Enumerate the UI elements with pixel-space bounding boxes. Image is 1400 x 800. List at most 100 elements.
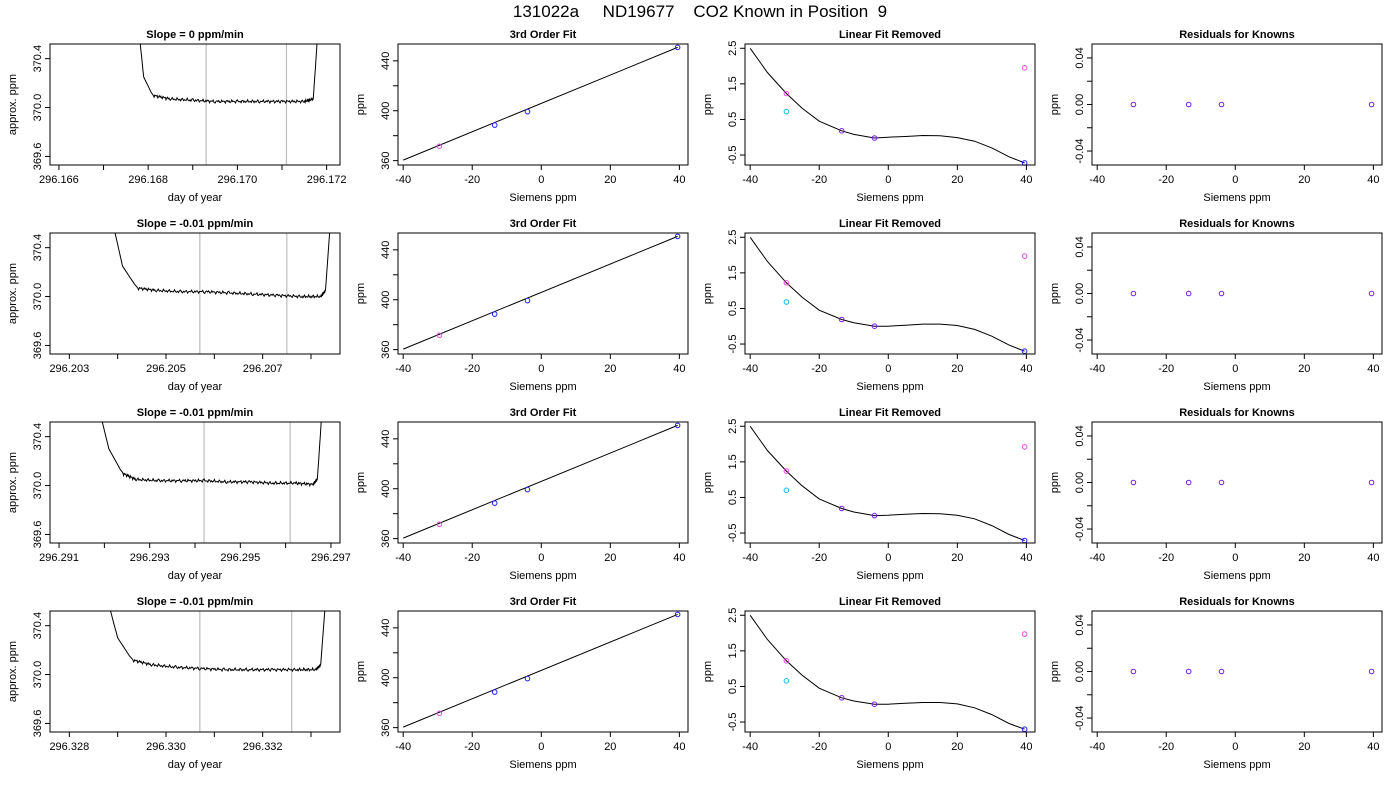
panel-title: 3rd Order Fit bbox=[510, 407, 577, 419]
x-axis-label: Siemens ppm bbox=[509, 759, 576, 771]
x-tick-label: 40 bbox=[1367, 174, 1379, 186]
fit-curve bbox=[749, 237, 1025, 352]
y-tick-label: 440 bbox=[380, 52, 392, 70]
x-tick-label: 40 bbox=[1020, 363, 1032, 375]
x-axis-label: Siemens ppm bbox=[856, 759, 923, 771]
y-tick-label: 0.5 bbox=[727, 490, 739, 505]
x-tick-label: -40 bbox=[1089, 174, 1105, 186]
panel-title: Residuals for Knowns bbox=[1179, 407, 1295, 419]
x-tick-label: 0 bbox=[1232, 363, 1238, 375]
y-tick-label: 400 bbox=[380, 291, 392, 309]
panel-r1-c3: Linear Fit Removed -40 -20 0 20 40 -0.5 0.5 1.5 2… bbox=[702, 29, 1036, 204]
data-point bbox=[1185, 479, 1192, 486]
x-axis-label: Siemens ppm bbox=[1203, 759, 1270, 771]
data-point bbox=[491, 500, 498, 506]
x-tick-label: -20 bbox=[1158, 363, 1174, 375]
x-tick-label: -20 bbox=[811, 552, 827, 564]
x-tick-label: -20 bbox=[811, 741, 827, 753]
panel-r1-c2: 3rd Order Fit -40 -20 0 20 40 360 400 440 Siemens… bbox=[355, 29, 689, 204]
y-tick-label: 440 bbox=[380, 619, 392, 637]
panel-title: Residuals for Knowns bbox=[1179, 596, 1295, 608]
x-axis-label: day of year bbox=[168, 381, 223, 393]
y-tick-label: -0.5 bbox=[727, 335, 739, 354]
x-axis-label: Siemens ppm bbox=[1203, 381, 1270, 393]
data-point bbox=[1218, 668, 1225, 675]
y-tick-label: 0.00 bbox=[1074, 283, 1086, 304]
fit-curve bbox=[403, 235, 678, 350]
panel-r3-c2: 3rd Order Fit -40 -20 0 20 40 360 400 440 Siemens… bbox=[355, 407, 689, 582]
y-tick-label: 369.6 bbox=[32, 521, 44, 549]
x-axis-label: Siemens ppm bbox=[1203, 570, 1270, 582]
concentration-trace bbox=[101, 422, 322, 488]
y-tick-label: 369.6 bbox=[32, 710, 44, 738]
data-point bbox=[436, 332, 443, 339]
y-tick-label: 2.5 bbox=[727, 230, 739, 245]
y-tick-label: 1.5 bbox=[727, 454, 739, 469]
y-tick-label: 360 bbox=[380, 718, 392, 736]
data-point bbox=[1130, 668, 1137, 675]
plot-frame bbox=[397, 43, 689, 166]
data-point bbox=[1021, 444, 1028, 450]
data-point bbox=[524, 297, 531, 304]
y-axis-label: ppm bbox=[355, 283, 367, 304]
y-tick-label: 360 bbox=[380, 151, 392, 169]
x-tick-label: -40 bbox=[742, 552, 758, 564]
y-tick-label: 440 bbox=[380, 430, 392, 448]
panel-title: 3rd Order Fit bbox=[510, 29, 577, 41]
data-point bbox=[524, 675, 531, 682]
x-tick-label: 40 bbox=[1367, 741, 1379, 753]
x-tick-label: 20 bbox=[1298, 552, 1310, 564]
x-tick-label: 296.207 bbox=[243, 363, 283, 375]
plot-data bbox=[110, 611, 326, 732]
x-tick-label: -40 bbox=[395, 741, 411, 753]
x-axis-label: Siemens ppm bbox=[1203, 192, 1270, 204]
plot-frame bbox=[744, 232, 1036, 355]
x-tick-label: 40 bbox=[1020, 741, 1032, 753]
x-tick-label: 296.297 bbox=[311, 552, 351, 564]
x-tick-label: -20 bbox=[1158, 174, 1174, 186]
plot-frame bbox=[49, 610, 341, 733]
y-tick-label: 370.0 bbox=[32, 472, 44, 500]
y-tick-label: -0.04 bbox=[1074, 327, 1086, 352]
x-tick-label: 20 bbox=[1298, 174, 1310, 186]
x-tick-label: 20 bbox=[604, 552, 616, 564]
y-axis-label: ppm bbox=[355, 94, 367, 115]
plot-data bbox=[101, 422, 322, 543]
concentration-trace bbox=[139, 44, 318, 105]
plot-data bbox=[749, 615, 1025, 730]
y-axis-label: ppm bbox=[1049, 94, 1061, 115]
data-point bbox=[674, 44, 681, 51]
y-axis-label: ppm bbox=[702, 661, 714, 682]
plot-frame bbox=[49, 421, 341, 544]
panel-r1-c1: Slope = 0 ppm/min 296.166 296.168 296.170 29… bbox=[7, 29, 346, 204]
x-tick-label: 296.172 bbox=[307, 174, 347, 186]
x-tick-label: 20 bbox=[1298, 363, 1310, 375]
y-tick-label: 440 bbox=[380, 241, 392, 259]
fit-curve bbox=[749, 426, 1025, 541]
x-tick-label: 20 bbox=[604, 363, 616, 375]
x-axis-label: day of year bbox=[168, 192, 223, 204]
x-axis-label: day of year bbox=[168, 759, 223, 771]
x-tick-label: 296.203 bbox=[49, 363, 89, 375]
panel-title: Residuals for Knowns bbox=[1179, 29, 1295, 41]
concentration-trace bbox=[114, 233, 331, 299]
x-tick-label: -40 bbox=[395, 552, 411, 564]
panel-title: Linear Fit Removed bbox=[839, 407, 941, 419]
y-tick-label: 2.5 bbox=[727, 608, 739, 623]
panel-title: Slope = -0.01 ppm/min bbox=[137, 407, 254, 419]
data-point bbox=[674, 233, 681, 240]
y-tick-label: 2.5 bbox=[727, 419, 739, 434]
data-point bbox=[1368, 290, 1375, 297]
fit-curve bbox=[749, 48, 1025, 164]
y-tick-label: 370.0 bbox=[32, 94, 44, 122]
data-point bbox=[1130, 479, 1137, 486]
plot-frame bbox=[49, 232, 341, 355]
data-point bbox=[524, 108, 531, 115]
plot-data bbox=[749, 426, 1025, 541]
data-point bbox=[1368, 101, 1375, 108]
x-tick-label: -20 bbox=[464, 552, 480, 564]
plot-frame bbox=[744, 43, 1036, 166]
plot-frame bbox=[744, 610, 1036, 733]
data-point bbox=[783, 468, 790, 474]
y-tick-label: 0.04 bbox=[1074, 47, 1086, 68]
